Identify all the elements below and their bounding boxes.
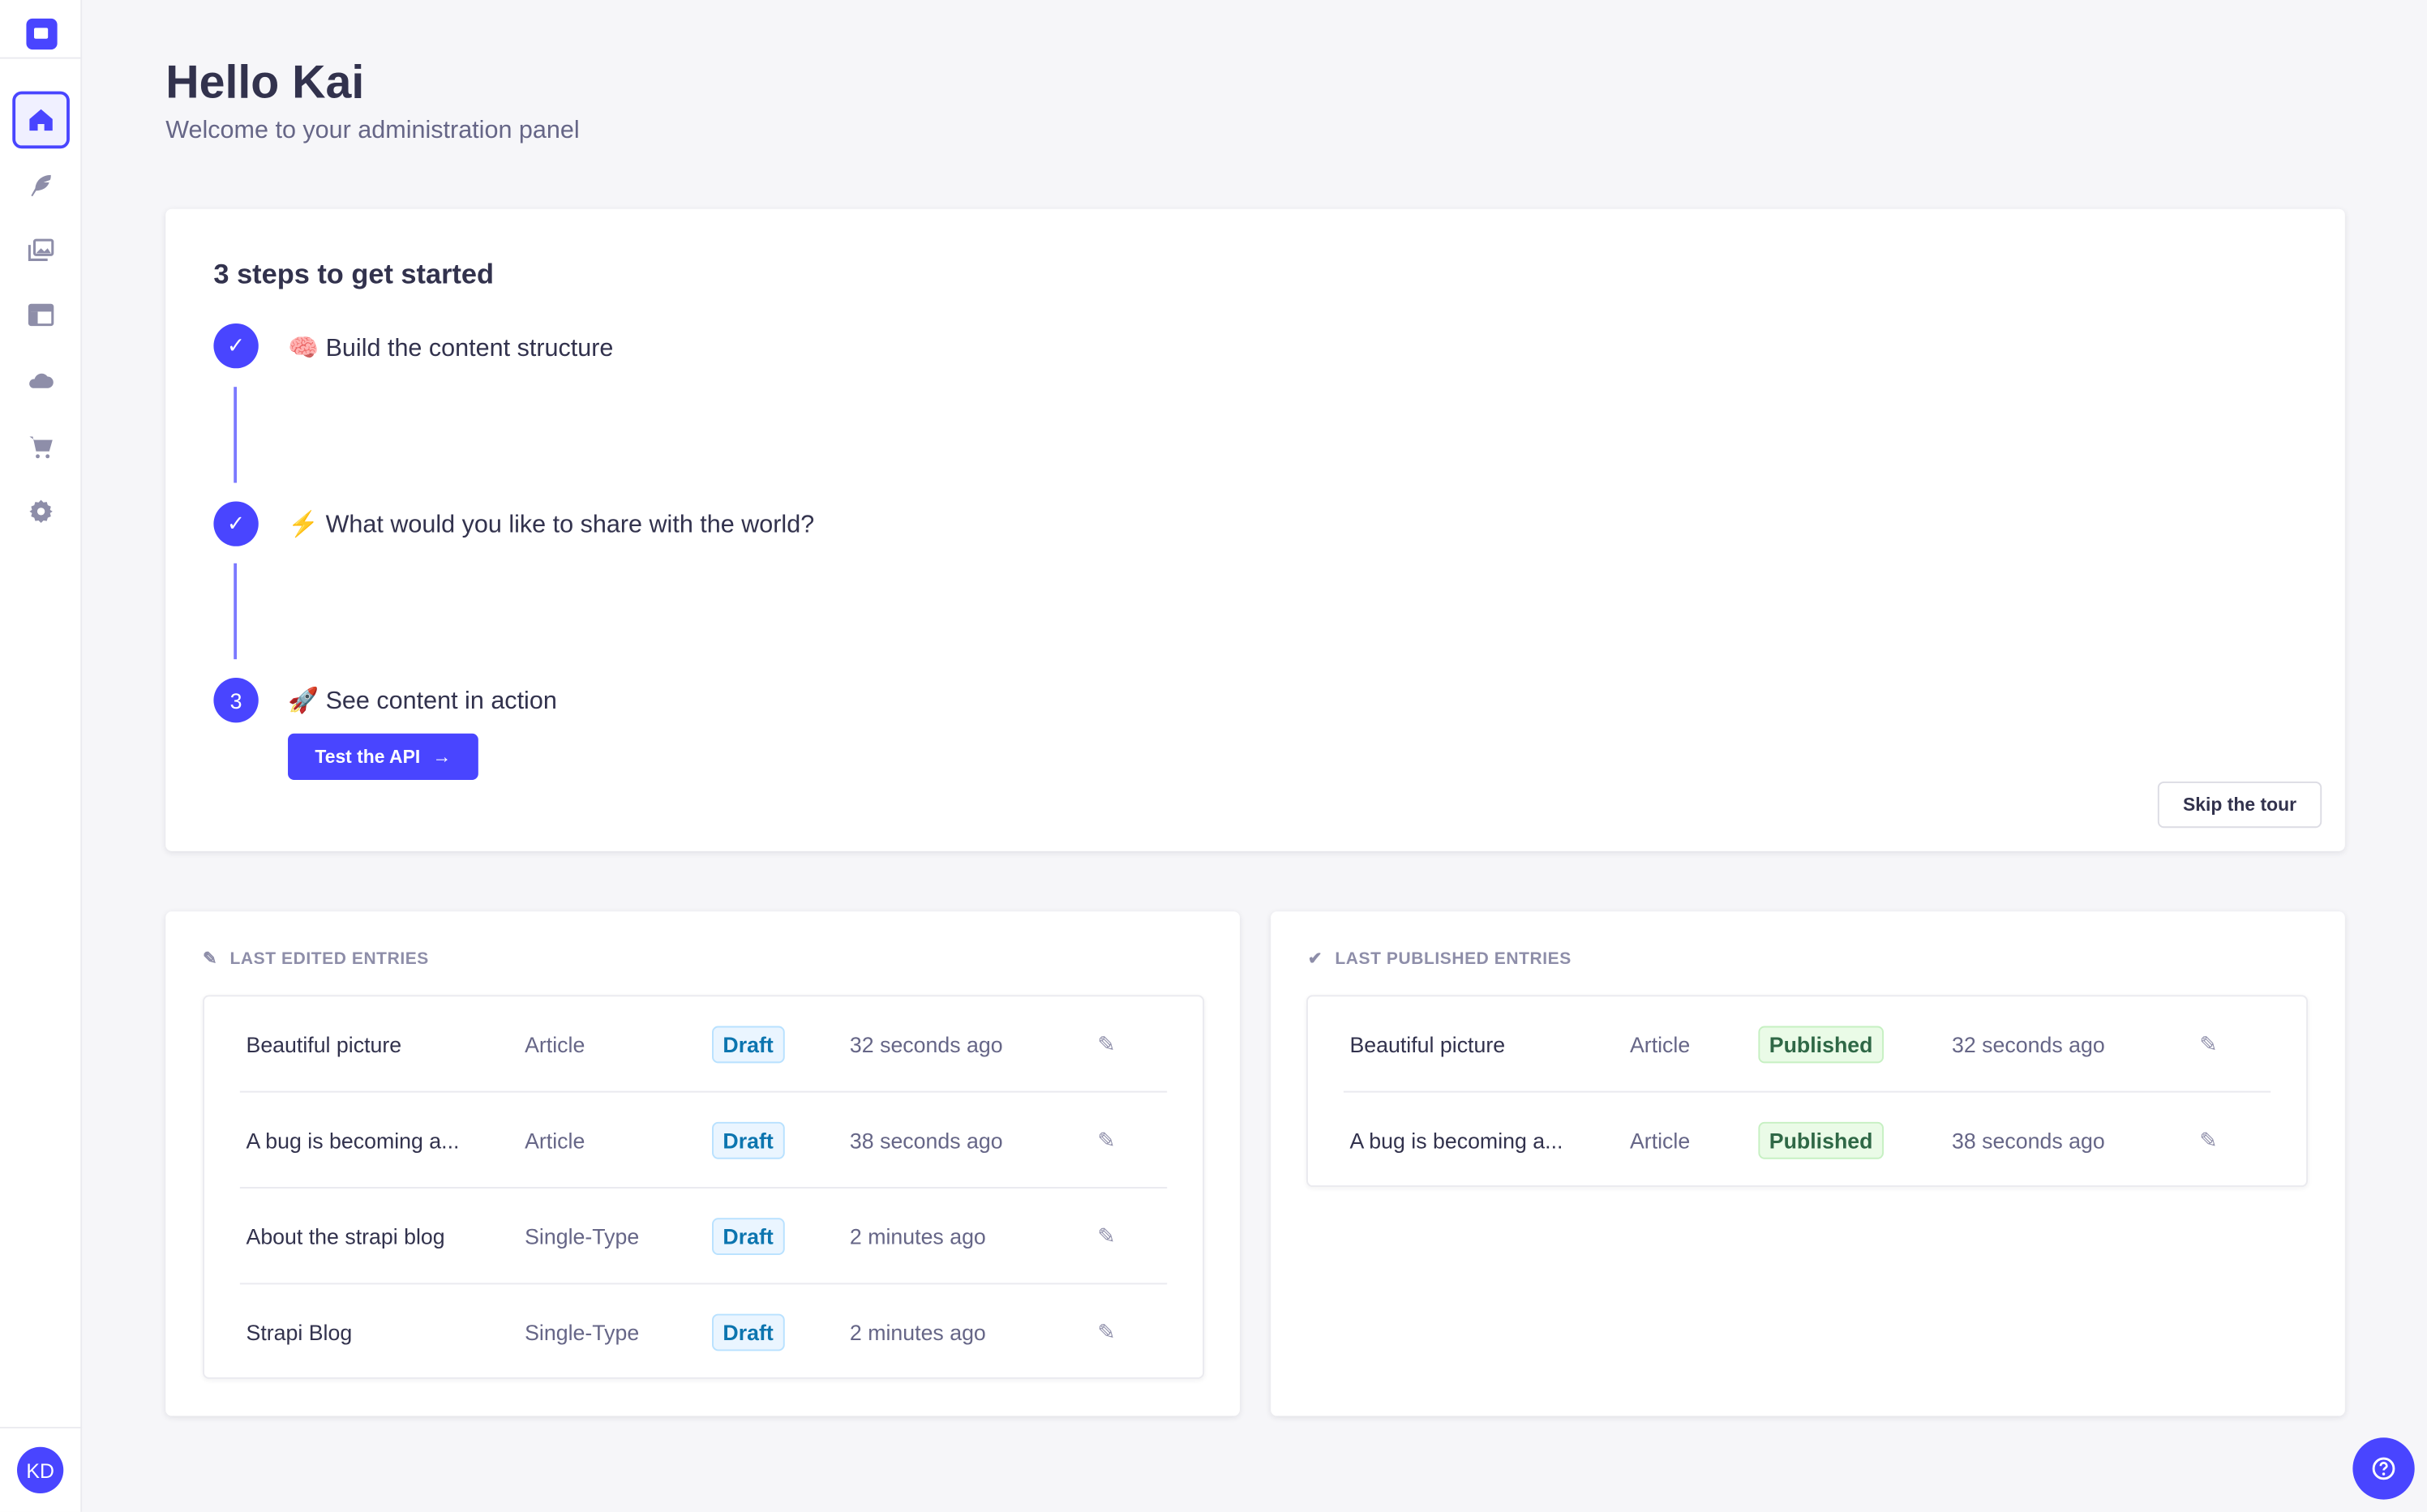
entry-type: Article (1629, 1031, 1691, 1056)
cloud-icon (29, 373, 54, 388)
entry-type: Single-Type (525, 1223, 640, 1249)
nav-marketplace[interactable] (12, 418, 70, 475)
entry-type: Single-Type (525, 1320, 640, 1345)
status-badge: Draft (712, 1217, 785, 1255)
test-api-label: Test the API (315, 746, 421, 768)
entry-name: About the strapi blog (246, 1223, 445, 1249)
test-api-button[interactable]: Test the API → (288, 733, 478, 781)
last-published-table: Beautiful picture Article Published 32 seco… (1306, 995, 2309, 1189)
table-row[interactable]: About the strapi blog Single-Type Draft 2 m… (239, 1189, 1168, 1285)
check-icon: ✓ (226, 332, 246, 358)
last-edited-title: LAST EDITED ENTRIES (229, 949, 429, 968)
nav-home[interactable] (12, 91, 70, 149)
status-badge: Draft (712, 1025, 785, 1063)
step-2-label: ⚡ What would you like to share with the … (288, 509, 814, 540)
table-row[interactable]: Strapi Blog Single-Type Draft 2 minutes ago… (240, 1284, 1167, 1380)
table-row[interactable]: A bug is becoming a... Article Published 38… (1344, 1093, 2270, 1189)
feather-icon (31, 174, 51, 197)
check-circle-icon: ✔ (1307, 950, 1323, 969)
nav-settings[interactable] (12, 483, 70, 541)
step-1-done: ✓ (213, 323, 259, 369)
entry-type: Article (1629, 1128, 1691, 1154)
lightning-icon: ⚡ (288, 512, 319, 539)
check-icon: ✓ (226, 510, 246, 536)
user-avatar[interactable]: KD (16, 1446, 64, 1493)
edit-pencil-icon[interactable]: ✎ (1097, 1030, 1116, 1056)
edit-pencil-icon[interactable]: ✎ (1097, 1126, 1116, 1152)
entry-time: 32 seconds ago (1951, 1031, 2105, 1056)
nav-media-library[interactable] (12, 221, 70, 279)
step-2-text: What would you like to share with the wo… (325, 512, 815, 539)
entry-name: A bug is becoming a... (1349, 1128, 1563, 1154)
last-published-title: LAST PUBLISHED ENTRIES (1335, 949, 1572, 968)
status-badge: Published (1758, 1025, 1884, 1063)
guided-tour-title: 3 steps to get started (213, 258, 494, 289)
entry-name: Beautiful picture (246, 1031, 402, 1056)
status-badge: Draft (712, 1120, 785, 1159)
sidebar: KD (0, 0, 83, 1512)
nav-cloud[interactable] (12, 351, 70, 409)
last-published-header: ✔ LAST PUBLISHED ENTRIES (1308, 949, 1572, 969)
step-1-label: 🧠 Build the content structure (288, 332, 613, 363)
guided-tour-card: 3 steps to get started ✓ ✓ 3 🧠 Build the… (165, 208, 2345, 851)
divider (0, 57, 83, 59)
cart-icon (29, 436, 53, 459)
last-edited-header: ✎ LAST EDITED ENTRIES (203, 949, 429, 969)
entry-name: Strapi Blog (246, 1320, 353, 1345)
step-connector (234, 563, 238, 660)
edit-pencil-icon[interactable]: ✎ (1097, 1222, 1116, 1248)
last-edited-card: ✎ LAST EDITED ENTRIES Beautiful picture Ar… (165, 911, 1240, 1416)
layout-icon (28, 303, 54, 327)
entry-time: 38 seconds ago (1951, 1128, 2105, 1154)
divider (0, 1426, 83, 1428)
status-badge: Draft (712, 1313, 785, 1351)
question-circle-icon (2372, 1457, 2395, 1480)
arrow-right-icon: → (432, 746, 452, 768)
edit-pencil-icon[interactable]: ✎ (2199, 1127, 2218, 1153)
entry-time: 32 seconds ago (849, 1031, 1003, 1056)
entry-name: A bug is becoming a... (246, 1127, 460, 1153)
entry-type: Article (525, 1127, 585, 1153)
edit-pencil-icon[interactable]: ✎ (2199, 1030, 2218, 1056)
entry-time: 38 seconds ago (849, 1127, 1003, 1153)
entry-name: Beautiful picture (1349, 1031, 1506, 1056)
skip-tour-button[interactable]: Skip the tour (2157, 781, 2322, 829)
entry-time: 2 minutes ago (849, 1320, 986, 1345)
step-3-label: 🚀 See content in action (288, 686, 557, 717)
step-2-done: ✓ (213, 501, 259, 546)
edit-pencil-icon[interactable]: ✎ (1097, 1319, 1116, 1344)
page-subtitle: Welcome to your administration panel (165, 118, 580, 144)
entry-type: Article (525, 1031, 585, 1056)
nav-content-manager[interactable] (12, 156, 70, 214)
settings-gear-icon (29, 499, 53, 524)
brain-icon: 🧠 (288, 336, 319, 362)
step-3-number: 3 (213, 678, 259, 723)
strapi-logo[interactable] (26, 18, 58, 50)
table-row[interactable]: Beautiful picture Article Draft 32 seconds … (239, 996, 1168, 1093)
pencil-icon: ✎ (203, 950, 218, 969)
step-3-text: See content in action (325, 688, 557, 715)
step-connector (234, 387, 238, 483)
media-library-icon (28, 238, 54, 261)
table-row[interactable]: Beautiful picture Article Published 32 seco… (1343, 996, 2271, 1093)
rocket-icon: 🚀 (288, 688, 319, 715)
page-title: Hello Kai (165, 57, 365, 109)
last-edited-table: Beautiful picture Article Draft 32 seconds … (203, 995, 1205, 1380)
nav-content-type-builder[interactable] (12, 286, 70, 344)
step-1-text: Build the content structure (325, 336, 614, 362)
last-published-card: ✔ LAST PUBLISHED ENTRIES Beautiful pictur… (1271, 911, 2345, 1416)
home-icon (29, 109, 53, 131)
table-row[interactable]: A bug is becoming a... Article Draft 38 sec… (239, 1093, 1168, 1189)
help-button[interactable] (2352, 1437, 2415, 1500)
entry-time: 2 minutes ago (849, 1223, 986, 1249)
status-badge: Published (1758, 1121, 1884, 1159)
